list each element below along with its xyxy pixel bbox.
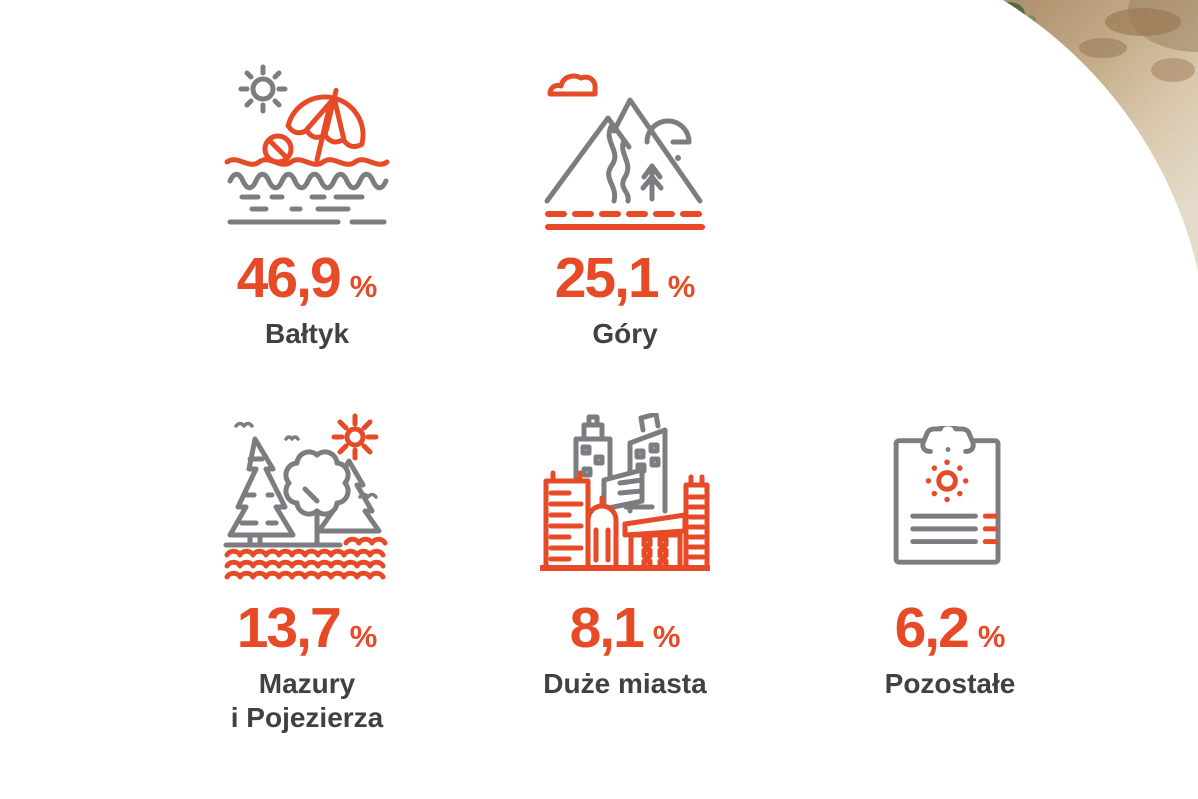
stat-number: 46,9 <box>236 246 342 310</box>
mountains-icon <box>544 73 705 230</box>
stat-item-gory: 25,1 % Góry <box>505 62 745 351</box>
stat-label-duze-miasta: Duże miasta <box>543 668 707 699</box>
stat-number: 13,7 <box>236 596 342 660</box>
stat-item-mazury: 13,7 % Mazury i Pojezierza <box>187 412 427 734</box>
stat-value-baltyk: 46,9 % <box>237 250 378 307</box>
sand-dune-photo <box>1003 0 1198 270</box>
percent-sign: % <box>349 269 378 304</box>
lake-forest-icon <box>223 413 388 580</box>
percent-sign: % <box>349 619 378 654</box>
stat-label-baltyk: Bałtyk <box>264 318 350 349</box>
stat-label-pozostale: Pozostałe <box>884 668 1016 699</box>
stat-label-gory: Góry <box>592 318 658 349</box>
stat-value-duze-miasta: 8,1 % <box>570 600 681 657</box>
stat-item-duze-miasta: 8,1 % Duże miasta <box>505 412 745 701</box>
percent-sign: % <box>652 619 681 654</box>
stat-value-pozostale: 6,2 % <box>895 600 1006 657</box>
stat-number: 8,1 <box>569 596 645 660</box>
stat-label-mazury: Mazury i Pojezierza <box>230 668 384 733</box>
stat-value-mazury: 13,7 % <box>237 600 378 657</box>
percent-sign: % <box>977 619 1006 654</box>
stat-number: 25,1 <box>554 246 660 310</box>
city-buildings-icon <box>540 413 710 571</box>
clipboard-icon <box>893 425 1001 565</box>
percent-sign: % <box>667 269 696 304</box>
stat-item-pozostale: 6,2 % Pozostałe <box>830 412 1070 701</box>
stat-number: 6,2 <box>894 596 970 660</box>
stat-value-gory: 25,1 % <box>555 250 696 307</box>
beach-umbrella-icon <box>224 64 390 225</box>
stat-item-baltyk: 46,9 % Bałtyk <box>187 62 427 351</box>
